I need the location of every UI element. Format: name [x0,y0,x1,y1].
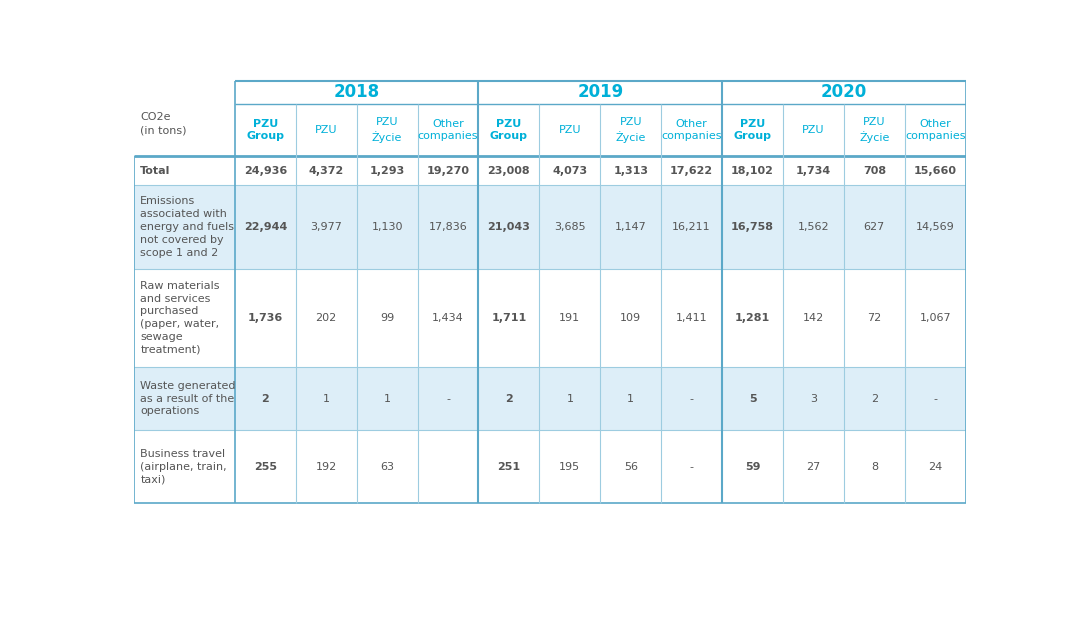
Text: 3,685: 3,685 [554,222,586,232]
Text: 1,562: 1,562 [797,222,829,232]
Text: 1: 1 [323,394,329,404]
Text: 16,211: 16,211 [673,222,711,232]
Text: 2020: 2020 [821,83,867,101]
Text: 1: 1 [567,394,573,404]
Text: CO2e
(in tons): CO2e (in tons) [141,112,187,135]
Text: 1,734: 1,734 [796,166,832,176]
Text: PZU
Group: PZU Group [734,119,771,142]
Text: PZU
Group: PZU Group [490,119,528,142]
Text: Other
companies: Other companies [661,119,722,142]
Text: PZU: PZU [803,125,825,135]
Bar [134,430,966,504]
Bar [134,367,966,430]
Text: 195: 195 [559,462,580,472]
Text: 1,313: 1,313 [614,166,648,176]
Text: 14,569: 14,569 [916,222,955,232]
Text: 2: 2 [505,394,513,404]
Text: 99: 99 [380,313,394,323]
Text: Raw materials
and services
purchased
(paper, water,
sewage
treatment): Raw materials and services purchased (pa… [141,281,220,355]
Text: 4,372: 4,372 [309,166,343,176]
Text: 16,758: 16,758 [731,222,774,232]
Text: 2019: 2019 [577,83,623,101]
Text: 191: 191 [559,313,580,323]
Text: 21,043: 21,043 [487,222,530,232]
Bar [134,186,966,268]
Text: 1,736: 1,736 [248,313,283,323]
Text: 24,936: 24,936 [244,166,286,176]
Text: Other
companies: Other companies [905,119,966,142]
Text: 1,411: 1,411 [676,313,707,323]
Text: 109: 109 [620,313,642,323]
Text: 1,434: 1,434 [432,313,464,323]
Text: 1,147: 1,147 [615,222,647,232]
Text: 3,977: 3,977 [310,222,342,232]
Text: 142: 142 [803,313,824,323]
Text: -: - [446,394,450,404]
Text: 2018: 2018 [334,83,380,101]
Text: 27: 27 [806,462,821,472]
Text: PZU
Życie: PZU Życie [372,117,402,143]
Text: 192: 192 [315,462,337,472]
Text: -: - [690,462,693,472]
Text: 251: 251 [498,462,520,472]
Text: Waste generated
as a result of the
operations: Waste generated as a result of the opera… [141,381,236,417]
Text: 255: 255 [254,462,277,472]
Text: PZU
Życie: PZU Życie [859,117,890,143]
Text: 5: 5 [749,394,756,404]
Text: 8: 8 [871,462,878,472]
Text: 1,293: 1,293 [369,166,405,176]
Text: 17,622: 17,622 [670,166,714,176]
Text: PZU: PZU [559,125,582,135]
Text: PZU: PZU [315,125,338,135]
Text: 3: 3 [810,394,817,404]
Text: PZU
Życie: PZU Życie [616,117,646,143]
Bar [134,81,966,504]
Text: PZU
Group: PZU Group [247,119,284,142]
Bar [134,268,966,367]
Text: 1,130: 1,130 [371,222,402,232]
Text: 2: 2 [871,394,878,404]
Text: 1: 1 [628,394,634,404]
Text: 2: 2 [262,394,269,404]
Text: 1,281: 1,281 [735,313,770,323]
Text: 59: 59 [745,462,761,472]
Text: 19,270: 19,270 [427,166,470,176]
Text: 4,073: 4,073 [553,166,587,176]
Text: Other
companies: Other companies [417,119,479,142]
Text: 15,660: 15,660 [914,166,957,176]
Bar [134,156,966,186]
Text: 1,711: 1,711 [491,313,527,323]
Text: Emissions
associated with
energy and fuels
not covered by
scope 1 and 2: Emissions associated with energy and fue… [141,196,234,258]
Text: 24: 24 [928,462,942,472]
Text: Business travel
(airplane, train,
taxi): Business travel (airplane, train, taxi) [141,449,227,484]
Text: -: - [690,394,693,404]
Text: -: - [934,394,937,404]
Text: 22,944: 22,944 [244,222,286,232]
Text: 202: 202 [315,313,337,323]
Text: 56: 56 [623,462,637,472]
Text: 1,067: 1,067 [920,313,951,323]
Text: 627: 627 [864,222,885,232]
Text: 17,836: 17,836 [428,222,468,232]
Text: 708: 708 [863,166,886,176]
Text: 18,102: 18,102 [731,166,774,176]
Text: 1: 1 [384,394,391,404]
Text: 72: 72 [867,313,882,323]
Bar [134,81,966,156]
Text: 63: 63 [380,462,394,472]
Text: Total: Total [141,166,171,176]
Text: 23,008: 23,008 [487,166,530,176]
